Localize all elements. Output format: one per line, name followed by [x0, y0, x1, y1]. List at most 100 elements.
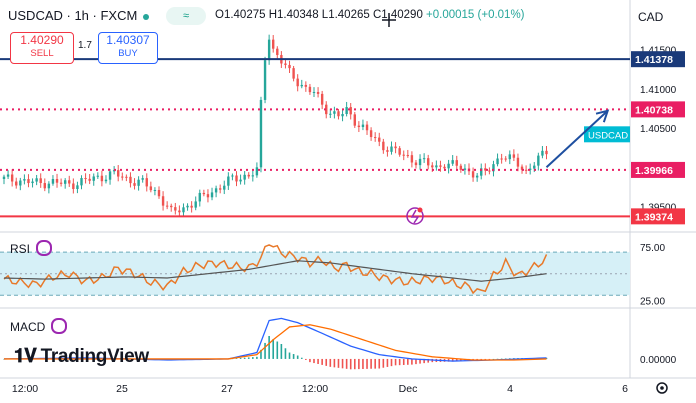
rsi-tick-label: 75.00 [640, 243, 665, 254]
macd-histogram-bar [333, 358, 336, 368]
currency-label[interactable]: CAD [638, 10, 664, 24]
candle-body [369, 130, 373, 138]
macd-histogram-bar [292, 354, 295, 359]
symbol-tag-label: USDCAD [588, 130, 628, 141]
candle-body [390, 146, 393, 152]
rsi-tick-label: 25.00 [640, 297, 665, 308]
candle-body [202, 192, 206, 195]
candle-body [292, 68, 295, 79]
candle-body [410, 155, 414, 163]
price-tag-label: 1.40738 [635, 104, 673, 116]
macd-histogram-bar [296, 355, 299, 359]
candle-body [117, 170, 120, 177]
candle-body [47, 183, 51, 189]
candle-body [263, 60, 267, 100]
macd-label: MACD [10, 318, 68, 334]
symbol-legend[interactable]: USDCAD · 1h · FXCM [8, 8, 149, 23]
candle-body [235, 175, 238, 182]
macd-histogram-bar [411, 358, 413, 365]
macd-histogram-bar [341, 358, 344, 369]
candle-body [386, 150, 389, 152]
macd-histogram-bar [407, 358, 409, 365]
tradingview-logo: 𝟏𝐕 TradingView [14, 346, 149, 368]
candle-body [329, 113, 332, 115]
candle-body [39, 178, 42, 184]
macd-histogram-bar [374, 358, 376, 369]
candle-body [231, 175, 234, 177]
symbol-tag-box [584, 126, 630, 143]
projection-arrow-head [595, 109, 610, 123]
y-tick-label: 1.41500 [640, 46, 677, 57]
macd-label-text: MACD [10, 320, 46, 334]
candle-body [459, 165, 463, 170]
macd-histogram-bar [284, 348, 287, 359]
x-tick-label: Dec [399, 383, 418, 395]
change-value: +0.00015 (+0.01%) [426, 9, 525, 21]
candle-body [194, 201, 197, 208]
candle-body [100, 175, 104, 182]
macd-histogram-bar [504, 358, 507, 359]
rsi-settings-icon[interactable] [36, 240, 53, 256]
candle-body [296, 78, 299, 87]
macd-histogram-bar [476, 358, 478, 360]
x-tick-label: 4 [507, 383, 513, 395]
y-tick-label: 1.40500 [640, 124, 677, 135]
macd-histogram-bar [460, 358, 462, 361]
candle-body [121, 176, 124, 178]
candle-body [492, 164, 495, 172]
candle-body [259, 99, 263, 168]
symbol-text: USDCAD · 1h · FXCM [8, 8, 138, 23]
x-tick-label: 6 [622, 383, 628, 395]
candle-body [308, 86, 312, 93]
candle-body [414, 162, 418, 166]
candle-body [337, 111, 340, 117]
candle-body [31, 181, 34, 184]
candle-body [325, 104, 328, 115]
candle-body [272, 39, 275, 49]
candle-body [76, 185, 79, 190]
macd-histogram-bar [427, 358, 430, 363]
alert-icon [406, 207, 424, 225]
candle-body [284, 63, 287, 65]
candle-body [170, 205, 173, 208]
candle-body [239, 179, 242, 182]
candle-body [431, 165, 434, 168]
candle-body [96, 175, 100, 177]
candle-body [267, 39, 271, 61]
candle-body [520, 166, 524, 170]
macd-histogram-bar [252, 357, 254, 359]
macd-histogram-bar [484, 358, 487, 360]
candle-body [72, 183, 75, 190]
candle-body [2, 176, 6, 180]
candle-body [349, 107, 352, 115]
indicator-badge[interactable]: ≈ [166, 7, 206, 25]
buy-button[interactable]: 1.40307 BUY [98, 32, 158, 64]
candle-body [537, 155, 540, 166]
candle-body [27, 179, 30, 184]
candle-body [455, 160, 458, 166]
candle-body [210, 192, 214, 198]
macd-histogram-bar [390, 358, 393, 367]
x-tick-label: 27 [221, 383, 233, 395]
candle-body [406, 155, 410, 157]
candle-body [68, 180, 71, 184]
macd-settings-icon[interactable] [51, 318, 68, 334]
candle-body [149, 186, 153, 191]
candle-body [63, 180, 67, 184]
candle-body [484, 168, 487, 171]
candle-body [418, 158, 422, 166]
macd-histogram-bar [358, 358, 360, 370]
tradingview-mark-icon: 𝟏𝐕 [14, 346, 37, 367]
candle-body [496, 158, 499, 165]
macd-histogram-bar [508, 358, 511, 359]
candle-body [104, 179, 108, 182]
macd-histogram-bar [370, 358, 372, 369]
macd-histogram-bar [345, 358, 348, 369]
price-tag-label: 1.39966 [635, 165, 673, 177]
tradingview-wordmark: TradingView [40, 346, 150, 367]
candle-body [243, 174, 246, 180]
candle-body [165, 205, 169, 207]
sell-button[interactable]: 1.40290 SELL [10, 32, 74, 64]
candle-body [198, 192, 201, 202]
